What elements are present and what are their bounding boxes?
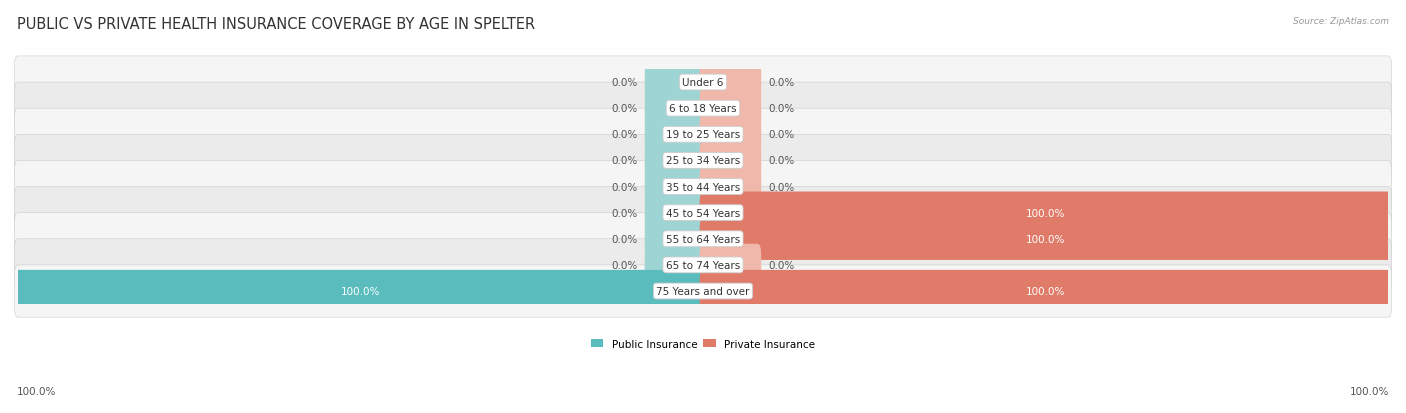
FancyBboxPatch shape [14, 265, 1392, 318]
Text: 0.0%: 0.0% [768, 156, 794, 166]
Text: 75 Years and over: 75 Years and over [657, 286, 749, 296]
Text: 0.0%: 0.0% [612, 104, 638, 114]
Text: 100.0%: 100.0% [1026, 286, 1066, 296]
Text: 0.0%: 0.0% [612, 260, 638, 270]
Text: 0.0%: 0.0% [768, 260, 794, 270]
FancyBboxPatch shape [645, 166, 706, 208]
FancyBboxPatch shape [700, 140, 761, 182]
Text: 100.0%: 100.0% [340, 286, 380, 296]
FancyBboxPatch shape [700, 88, 761, 130]
Text: Under 6: Under 6 [682, 78, 724, 88]
Text: 0.0%: 0.0% [768, 104, 794, 114]
Text: PUBLIC VS PRIVATE HEALTH INSURANCE COVERAGE BY AGE IN SPELTER: PUBLIC VS PRIVATE HEALTH INSURANCE COVER… [17, 17, 536, 31]
FancyBboxPatch shape [14, 213, 1392, 265]
Text: 0.0%: 0.0% [612, 156, 638, 166]
FancyBboxPatch shape [14, 57, 1392, 109]
FancyBboxPatch shape [14, 83, 1392, 135]
Text: 0.0%: 0.0% [768, 78, 794, 88]
FancyBboxPatch shape [645, 114, 706, 156]
Text: 0.0%: 0.0% [612, 78, 638, 88]
Text: 0.0%: 0.0% [768, 182, 794, 192]
Text: 55 to 64 Years: 55 to 64 Years [666, 234, 740, 244]
FancyBboxPatch shape [14, 239, 1392, 291]
FancyBboxPatch shape [700, 244, 761, 286]
Legend: Public Insurance, Private Insurance: Public Insurance, Private Insurance [589, 337, 817, 351]
Text: Source: ZipAtlas.com: Source: ZipAtlas.com [1294, 17, 1389, 26]
Text: 19 to 25 Years: 19 to 25 Years [666, 130, 740, 140]
FancyBboxPatch shape [14, 161, 1392, 213]
Text: 35 to 44 Years: 35 to 44 Years [666, 182, 740, 192]
Text: 100.0%: 100.0% [1350, 387, 1389, 396]
FancyBboxPatch shape [645, 88, 706, 130]
FancyBboxPatch shape [700, 166, 761, 208]
Text: 0.0%: 0.0% [612, 208, 638, 218]
Text: 45 to 54 Years: 45 to 54 Years [666, 208, 740, 218]
FancyBboxPatch shape [645, 62, 706, 104]
FancyBboxPatch shape [645, 218, 706, 260]
FancyBboxPatch shape [700, 62, 761, 104]
Text: 6 to 18 Years: 6 to 18 Years [669, 104, 737, 114]
Text: 100.0%: 100.0% [17, 387, 56, 396]
Text: 0.0%: 0.0% [612, 130, 638, 140]
FancyBboxPatch shape [645, 192, 706, 234]
FancyBboxPatch shape [700, 114, 761, 156]
Text: 0.0%: 0.0% [612, 182, 638, 192]
FancyBboxPatch shape [14, 135, 1392, 187]
Text: 100.0%: 100.0% [1026, 208, 1066, 218]
FancyBboxPatch shape [700, 192, 1392, 234]
FancyBboxPatch shape [645, 140, 706, 182]
FancyBboxPatch shape [14, 109, 1392, 161]
FancyBboxPatch shape [700, 218, 1392, 260]
FancyBboxPatch shape [645, 244, 706, 286]
FancyBboxPatch shape [14, 270, 706, 313]
Text: 65 to 74 Years: 65 to 74 Years [666, 260, 740, 270]
FancyBboxPatch shape [700, 270, 1392, 313]
Text: 25 to 34 Years: 25 to 34 Years [666, 156, 740, 166]
FancyBboxPatch shape [14, 187, 1392, 239]
Text: 0.0%: 0.0% [768, 130, 794, 140]
Text: 0.0%: 0.0% [612, 234, 638, 244]
Text: 100.0%: 100.0% [1026, 234, 1066, 244]
